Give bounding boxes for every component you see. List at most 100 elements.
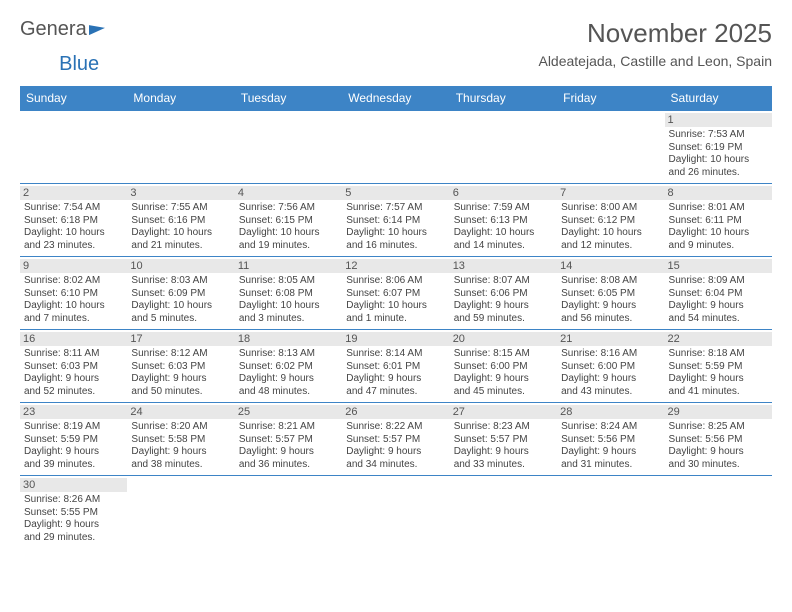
calendar-day: 7 Sunrise: 8:00 AMSunset: 6:12 PMDaylight…	[557, 184, 664, 257]
sunrise-text: Sunrise: 8:07 AM	[454, 275, 553, 288]
logo: Genera	[20, 18, 107, 41]
calendar-week: 23Sunrise: 8:19 AMSunset: 5:59 PMDayligh…	[20, 403, 772, 476]
sunset-text: Sunset: 5:57 PM	[454, 434, 553, 447]
sunrise-text: Sunrise: 8:19 AM	[24, 421, 123, 434]
calendar-table: SundayMondayTuesdayWednesdayThursdayFrid…	[20, 86, 772, 548]
page-subtitle: Aldeatejada, Castille and Leon, Spain	[538, 53, 772, 69]
sunrise-text: Sunrise: 8:15 AM	[454, 348, 553, 361]
calendar-day: 13Sunrise: 8:07 AMSunset: 6:06 PMDayligh…	[450, 257, 557, 330]
calendar-day: 3Sunrise: 7:55 AMSunset: 6:16 PMDaylight…	[127, 184, 234, 257]
calendar-empty	[20, 111, 127, 184]
daylight-text: Daylight: 9 hours	[24, 519, 123, 532]
logo-text-2: Blue	[59, 53, 99, 75]
day-number: 2	[20, 186, 127, 200]
calendar-day: 25Sunrise: 8:21 AMSunset: 5:57 PMDayligh…	[235, 403, 342, 476]
sunset-text: Sunset: 6:18 PM	[24, 215, 123, 228]
daylight-text: and 59 minutes.	[454, 313, 553, 326]
day-number: 30	[20, 478, 127, 492]
day-number: 15	[665, 259, 772, 273]
sunrise-text: Sunrise: 8:18 AM	[669, 348, 768, 361]
sunset-text: Sunset: 6:04 PM	[669, 288, 768, 301]
daylight-text: Daylight: 9 hours	[454, 373, 553, 386]
calendar-day: 30Sunrise: 8:26 AMSunset: 5:55 PMDayligh…	[20, 476, 127, 549]
daylight-text: and 54 minutes.	[669, 313, 768, 326]
sunset-text: Sunset: 5:56 PM	[669, 434, 768, 447]
day-number: 9	[20, 259, 127, 273]
day-number: 7	[557, 186, 664, 200]
sunrise-text: Sunrise: 8:13 AM	[239, 348, 338, 361]
daylight-text: Daylight: 10 hours	[561, 227, 660, 240]
calendar-empty	[665, 476, 772, 549]
sunset-text: Sunset: 6:06 PM	[454, 288, 553, 301]
sunset-text: Sunset: 5:55 PM	[24, 507, 123, 520]
daylight-text: Daylight: 10 hours	[346, 300, 445, 313]
day-number: 12	[342, 259, 449, 273]
sunset-text: Sunset: 6:00 PM	[561, 361, 660, 374]
sunrise-text: Sunrise: 8:05 AM	[239, 275, 338, 288]
daylight-text: and 16 minutes.	[346, 240, 445, 253]
page-title: November 2025	[538, 18, 772, 49]
calendar-empty	[450, 476, 557, 549]
daylight-text: Daylight: 9 hours	[454, 446, 553, 459]
daylight-text: and 56 minutes.	[561, 313, 660, 326]
weekday-header: Saturday	[665, 86, 772, 111]
weekday-header: Monday	[127, 86, 234, 111]
calendar-day: 11Sunrise: 8:05 AMSunset: 6:08 PMDayligh…	[235, 257, 342, 330]
calendar-week: 9Sunrise: 8:02 AMSunset: 6:10 PMDaylight…	[20, 257, 772, 330]
sunrise-text: Sunrise: 8:20 AM	[131, 421, 230, 434]
sunset-text: Sunset: 5:59 PM	[24, 434, 123, 447]
daylight-text: and 34 minutes.	[346, 459, 445, 472]
day-number: 5	[342, 186, 449, 200]
day-number: 17	[127, 332, 234, 346]
day-number: 28	[557, 405, 664, 419]
daylight-text: and 23 minutes.	[24, 240, 123, 253]
calendar-day: 8Sunrise: 8:01 AMSunset: 6:11 PMDaylight…	[665, 184, 772, 257]
calendar-day: 21Sunrise: 8:16 AMSunset: 6:00 PMDayligh…	[557, 330, 664, 403]
sunset-text: Sunset: 6:12 PM	[561, 215, 660, 228]
daylight-text: and 7 minutes.	[24, 313, 123, 326]
calendar-week: 16Sunrise: 8:11 AMSunset: 6:03 PMDayligh…	[20, 330, 772, 403]
day-number: 1	[665, 113, 772, 127]
calendar-day: 12Sunrise: 8:06 AMSunset: 6:07 PMDayligh…	[342, 257, 449, 330]
daylight-text: Daylight: 9 hours	[131, 446, 230, 459]
sunrise-text: Sunrise: 8:00 AM	[561, 202, 660, 215]
sunset-text: Sunset: 6:19 PM	[669, 142, 768, 155]
calendar-day: 22Sunrise: 8:18 AMSunset: 5:59 PMDayligh…	[665, 330, 772, 403]
daylight-text: and 36 minutes.	[239, 459, 338, 472]
daylight-text: Daylight: 9 hours	[239, 446, 338, 459]
calendar-header: SundayMondayTuesdayWednesdayThursdayFrid…	[20, 86, 772, 111]
calendar-week: 1Sunrise: 7:53 AMSunset: 6:19 PMDaylight…	[20, 111, 772, 184]
day-number: 8	[665, 186, 772, 200]
calendar-day: 29Sunrise: 8:25 AMSunset: 5:56 PMDayligh…	[665, 403, 772, 476]
calendar-body: 1 Sunrise: 7:53 AMSunset: 6:19 PM Daylight…	[20, 111, 772, 549]
sunrise-text: Sunrise: 8:09 AM	[669, 275, 768, 288]
calendar-day: 27Sunrise: 8:23 AMSunset: 5:57 PMDayligh…	[450, 403, 557, 476]
day-number: 14	[557, 259, 664, 273]
daylight-text: Daylight: 9 hours	[669, 373, 768, 386]
sunrise-text: Sunrise: 7:54 AM	[24, 202, 123, 215]
daylight-text: Daylight: 10 hours	[24, 227, 123, 240]
daylight-text: and 21 minutes.	[131, 240, 230, 253]
sunset-text: Sunset: 6:03 PM	[24, 361, 123, 374]
calendar-empty	[342, 111, 449, 184]
sunset-text: Sunset: 5:57 PM	[239, 434, 338, 447]
sunrise-text: Sunrise: 8:24 AM	[561, 421, 660, 434]
calendar-day: 28Sunrise: 8:24 AMSunset: 5:56 PMDayligh…	[557, 403, 664, 476]
calendar-week: 2Sunrise: 7:54 AMSunset: 6:18 PMDaylight…	[20, 184, 772, 257]
daylight-text: and 38 minutes.	[131, 459, 230, 472]
calendar-day: 5Sunrise: 7:57 AMSunset: 6:14 PMDaylight…	[342, 184, 449, 257]
calendar-day: 17Sunrise: 8:12 AMSunset: 6:03 PMDayligh…	[127, 330, 234, 403]
sunrise-text: Sunrise: 8:11 AM	[24, 348, 123, 361]
day-number: 4	[235, 186, 342, 200]
sunset-text: Sunset: 6:10 PM	[24, 288, 123, 301]
daylight-text: Daylight: 10 hours	[131, 227, 230, 240]
sunset-text: Sunset: 6:03 PM	[131, 361, 230, 374]
calendar-day: 4Sunrise: 7:56 AMSunset: 6:15 PMDaylight…	[235, 184, 342, 257]
daylight-text: Daylight: 10 hours	[239, 300, 338, 313]
sunrise-text: Sunrise: 7:53 AM	[669, 129, 768, 142]
day-number: 18	[235, 332, 342, 346]
daylight-text: Daylight: 10 hours	[24, 300, 123, 313]
sunrise-text: Sunrise: 8:06 AM	[346, 275, 445, 288]
sunset-text: Sunset: 6:15 PM	[239, 215, 338, 228]
daylight-text: and 47 minutes.	[346, 386, 445, 399]
